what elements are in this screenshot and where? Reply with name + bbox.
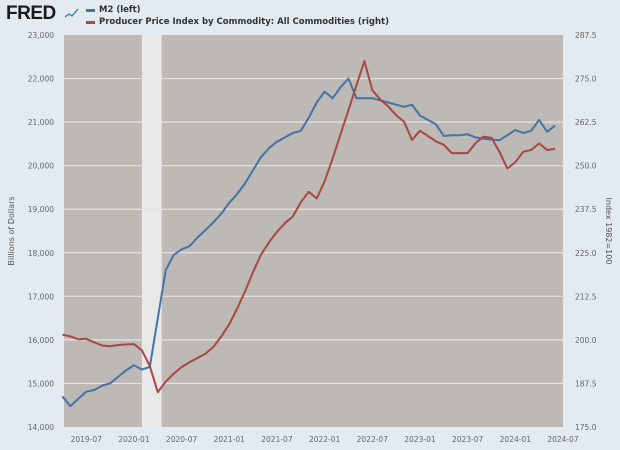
y-left-tick-label: 14,000 bbox=[28, 423, 54, 432]
x-tick-label: 2023-01 bbox=[404, 435, 436, 444]
y-right-tick-label: 287.5 bbox=[575, 31, 597, 40]
y-left-tick-label: 20,000 bbox=[28, 162, 54, 171]
x-tick-label: 2021-01 bbox=[214, 435, 246, 444]
legend-label-ppi: Producer Price Index by Commodity: All C… bbox=[99, 17, 389, 27]
x-tick-label: 2022-01 bbox=[309, 435, 341, 444]
x-tick-label: 2022-07 bbox=[357, 435, 389, 444]
y-right-tick-label: 175.0 bbox=[575, 423, 597, 432]
y-left-tick-label: 19,000 bbox=[28, 205, 54, 214]
series-line bbox=[61, 77, 556, 408]
legend-swatch-m2 bbox=[86, 8, 95, 12]
y-right-tick-label: 187.5 bbox=[575, 379, 597, 388]
y-right-tick-label: 212.5 bbox=[575, 292, 597, 301]
legend-label-m2: M2 (left) bbox=[99, 5, 141, 15]
x-tick-label: 2020-07 bbox=[166, 435, 198, 444]
fred-logo: FRED bbox=[6, 3, 56, 24]
y-right-axis-label: Index 1982=100 bbox=[604, 198, 613, 265]
x-tick-label: 2024-01 bbox=[500, 435, 532, 444]
series-m2 bbox=[61, 77, 556, 408]
y-left-tick-label: 17,000 bbox=[28, 292, 54, 301]
legend: M2 (left) Producer Price Index by Commod… bbox=[86, 4, 389, 28]
y-left-tick-label: 16,000 bbox=[28, 336, 54, 345]
y-right-tick-label: 275.0 bbox=[575, 75, 597, 84]
y-right-tick-label: 262.5 bbox=[575, 118, 597, 127]
x-tick-label: 2019-07 bbox=[71, 435, 103, 444]
legend-item-m2: M2 (left) bbox=[86, 4, 389, 16]
y-left-tick-label: 23,000 bbox=[28, 31, 54, 40]
y-right-tick-label: 250.0 bbox=[575, 162, 597, 171]
y-left-axis-label: Billions of Dollars bbox=[7, 196, 16, 265]
x-tick-label: 2020-01 bbox=[118, 435, 150, 444]
x-tick-label: 2024-07 bbox=[547, 435, 579, 444]
y-right-tick-label: 225.0 bbox=[575, 249, 597, 258]
legend-item-ppi: Producer Price Index by Commodity: All C… bbox=[86, 16, 389, 28]
legend-swatch-ppi bbox=[86, 20, 95, 24]
y-left-tick-label: 18,000 bbox=[28, 249, 54, 258]
x-tick-label: 2023-07 bbox=[452, 435, 484, 444]
y-right-tick-label: 200.0 bbox=[575, 336, 597, 345]
series-line bbox=[62, 60, 556, 394]
y-left-tick-label: 22,000 bbox=[28, 75, 54, 84]
fred-chart-mark-icon bbox=[64, 8, 79, 18]
series-ppi bbox=[62, 60, 556, 394]
x-tick-label: 2021-07 bbox=[261, 435, 293, 444]
y-left-tick-label: 21,000 bbox=[28, 118, 54, 127]
y-right-tick-label: 237.5 bbox=[575, 205, 597, 214]
y-left-tick-label: 15,000 bbox=[28, 379, 54, 388]
